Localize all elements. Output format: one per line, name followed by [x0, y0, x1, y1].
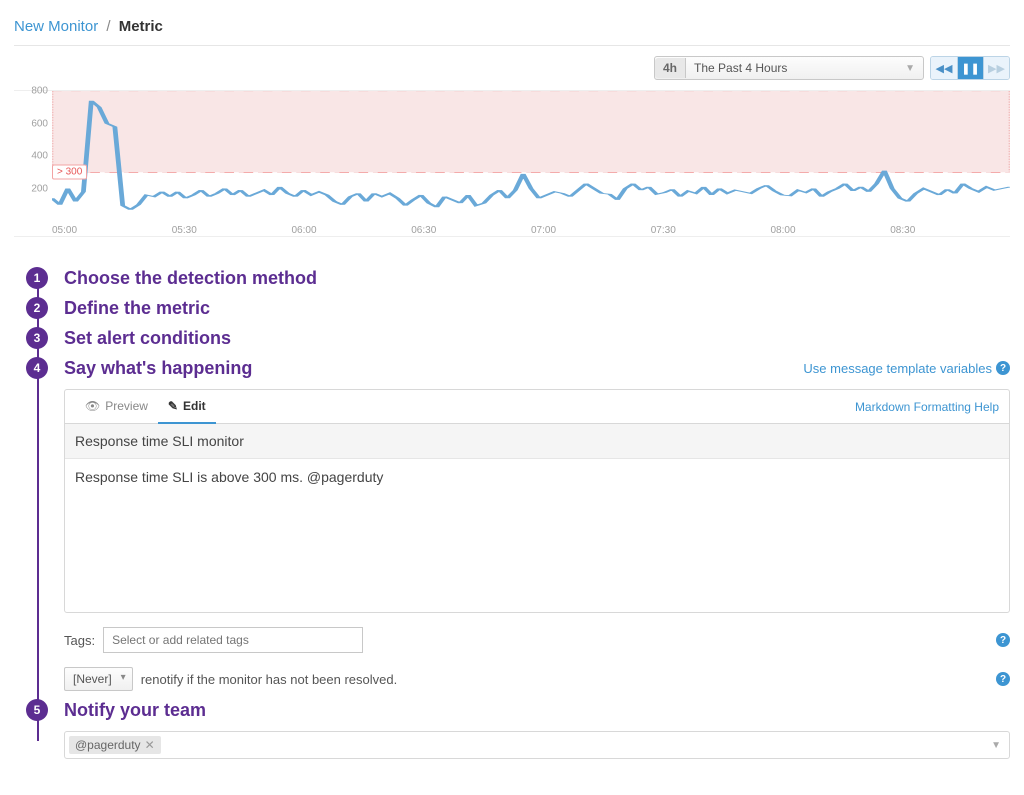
tab-preview-label: Preview — [105, 399, 148, 413]
time-range-select[interactable]: 4h The Past 4 Hours ▼ — [654, 56, 924, 80]
template-variables-link[interactable]: Use message template variables ? — [803, 361, 1010, 376]
message-title-input[interactable] — [65, 424, 1009, 459]
tags-input[interactable] — [103, 627, 363, 653]
breadcrumb-sep: / — [106, 18, 110, 35]
step-detection-method: 1 Choose the detection method — [14, 267, 1010, 289]
step-notify-team: 5 Notify your team @pagerduty ✕ ▼ — [14, 699, 1010, 759]
forward-button[interactable]: ▶▶ — [983, 57, 1009, 79]
breadcrumb-link[interactable]: New Monitor — [14, 18, 98, 35]
step-say-whats-happening: 4 Say what's happening Use message templ… — [14, 357, 1010, 691]
preview-chart: 200400600800 > 300 05:0005:3006:0006:300… — [14, 90, 1010, 237]
editor-tabs: 👁 Preview ✎ Edit Markdown Formatting Hel… — [65, 390, 1009, 424]
monitor-steps: 1 Choose the detection method 2 Define t… — [14, 267, 1010, 759]
step-number: 3 — [26, 327, 48, 349]
step-title: Say what's happening — [64, 357, 252, 379]
step-number: 4 — [26, 357, 48, 379]
tab-preview[interactable]: 👁 Preview — [75, 390, 158, 424]
notify-recipients-select[interactable]: @pagerduty ✕ ▼ — [64, 731, 1010, 759]
message-editor: 👁 Preview ✎ Edit Markdown Formatting Hel… — [64, 389, 1010, 613]
rewind-button[interactable]: ◀◀ — [931, 57, 957, 79]
help-icon: ? — [996, 361, 1010, 375]
markdown-help-link[interactable]: Markdown Formatting Help — [855, 400, 999, 414]
chart-x-axis: 05:0005:3006:0006:3007:0007:3008:0008:30 — [52, 221, 1010, 236]
step-number: 5 — [26, 699, 48, 721]
time-range-label: The Past 4 Hours — [686, 61, 897, 75]
step-title: Notify your team — [64, 699, 1010, 721]
chevron-down-icon: ▼ — [991, 740, 1005, 751]
chevron-down-icon: ▼ — [897, 63, 923, 74]
tags-label: Tags: — [64, 633, 95, 648]
help-icon[interactable]: ? — [996, 633, 1010, 647]
step-alert-conditions: 3 Set alert conditions — [14, 327, 1010, 349]
chart-y-axis: 200400600800 — [14, 91, 52, 221]
step-title[interactable]: Define the metric — [64, 297, 1010, 319]
breadcrumb-current: Metric — [119, 18, 163, 35]
step-number: 2 — [26, 297, 48, 319]
time-controls: 4h The Past 4 Hours ▼ ◀◀ ❚❚ ▶▶ — [14, 56, 1010, 80]
playback-controls: ◀◀ ❚❚ ▶▶ — [930, 56, 1010, 80]
time-range-badge: 4h — [655, 58, 686, 78]
tab-edit-label: Edit — [183, 399, 206, 413]
tab-edit[interactable]: ✎ Edit — [158, 390, 216, 424]
template-variables-label: Use message template variables — [803, 361, 992, 376]
step-define-metric: 2 Define the metric — [14, 297, 1010, 319]
renotify-select[interactable]: [Never] — [64, 667, 133, 691]
pause-button[interactable]: ❚❚ — [957, 57, 983, 79]
remove-icon[interactable]: ✕ — [145, 738, 155, 752]
chart-plot: > 300 — [52, 91, 1010, 221]
rewind-icon: ◀◀ — [936, 62, 953, 75]
step-number: 1 — [26, 267, 48, 289]
step-title[interactable]: Set alert conditions — [64, 327, 1010, 349]
renotify-text: renotify if the monitor has not been res… — [141, 672, 398, 687]
forward-icon: ▶▶ — [988, 62, 1005, 75]
recipient-label: @pagerduty — [75, 738, 141, 752]
eye-icon: 👁 — [85, 399, 100, 413]
recipient-pill: @pagerduty ✕ — [69, 736, 161, 754]
help-icon[interactable]: ? — [996, 672, 1010, 686]
pencil-icon: ✎ — [168, 399, 178, 413]
step-title[interactable]: Choose the detection method — [64, 267, 1010, 289]
threshold-label: > 300 — [52, 165, 87, 180]
pause-icon: ❚❚ — [961, 62, 979, 75]
message-body-input[interactable]: Response time SLI is above 300 ms. @page… — [65, 459, 1009, 609]
breadcrumb: New Monitor / Metric — [14, 18, 1010, 46]
